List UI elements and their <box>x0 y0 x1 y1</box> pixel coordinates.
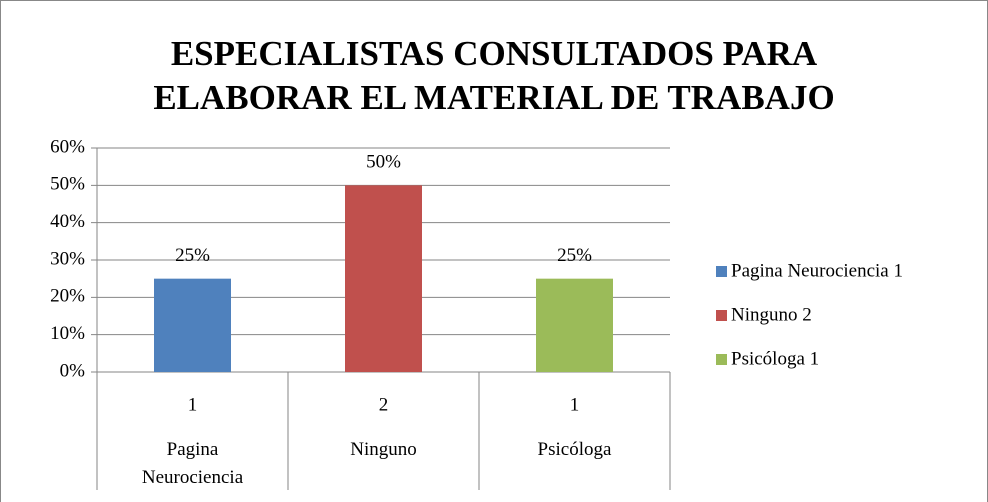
data-label: 50% <box>366 152 401 173</box>
legend-swatch <box>716 310 727 321</box>
legend-label: Pagina Neurociencia 1 <box>731 260 903 281</box>
legend-label: Ninguno 2 <box>731 304 812 325</box>
y-tick-label: 0% <box>60 360 86 381</box>
bar <box>154 278 231 372</box>
y-tick-label: 20% <box>50 286 85 307</box>
bar <box>536 278 613 372</box>
category-group-label: Psicóloga <box>537 439 612 460</box>
y-tick-label: 30% <box>50 248 85 269</box>
y-tick-label: 60% <box>50 136 85 157</box>
y-tick-label: 50% <box>50 174 85 195</box>
x-tick-label: 1 <box>570 394 580 415</box>
y-tick-label: 40% <box>50 211 85 232</box>
bar <box>345 185 422 372</box>
data-label: 25% <box>557 245 592 266</box>
legend-label: Psicóloga 1 <box>731 348 819 369</box>
data-label: 25% <box>175 245 210 266</box>
legend-swatch <box>716 354 727 365</box>
x-tick-label: 1 <box>188 394 198 415</box>
x-tick-label: 2 <box>379 394 389 415</box>
y-tick-label: 10% <box>50 323 85 344</box>
chart-title: ESPECIALISTAS CONSULTADOS PARA ELABORAR … <box>153 34 835 117</box>
category-group-label: Pagina Neurociencia <box>141 439 244 488</box>
legend-swatch <box>716 266 727 277</box>
category-group-label: Ninguno <box>350 439 417 460</box>
